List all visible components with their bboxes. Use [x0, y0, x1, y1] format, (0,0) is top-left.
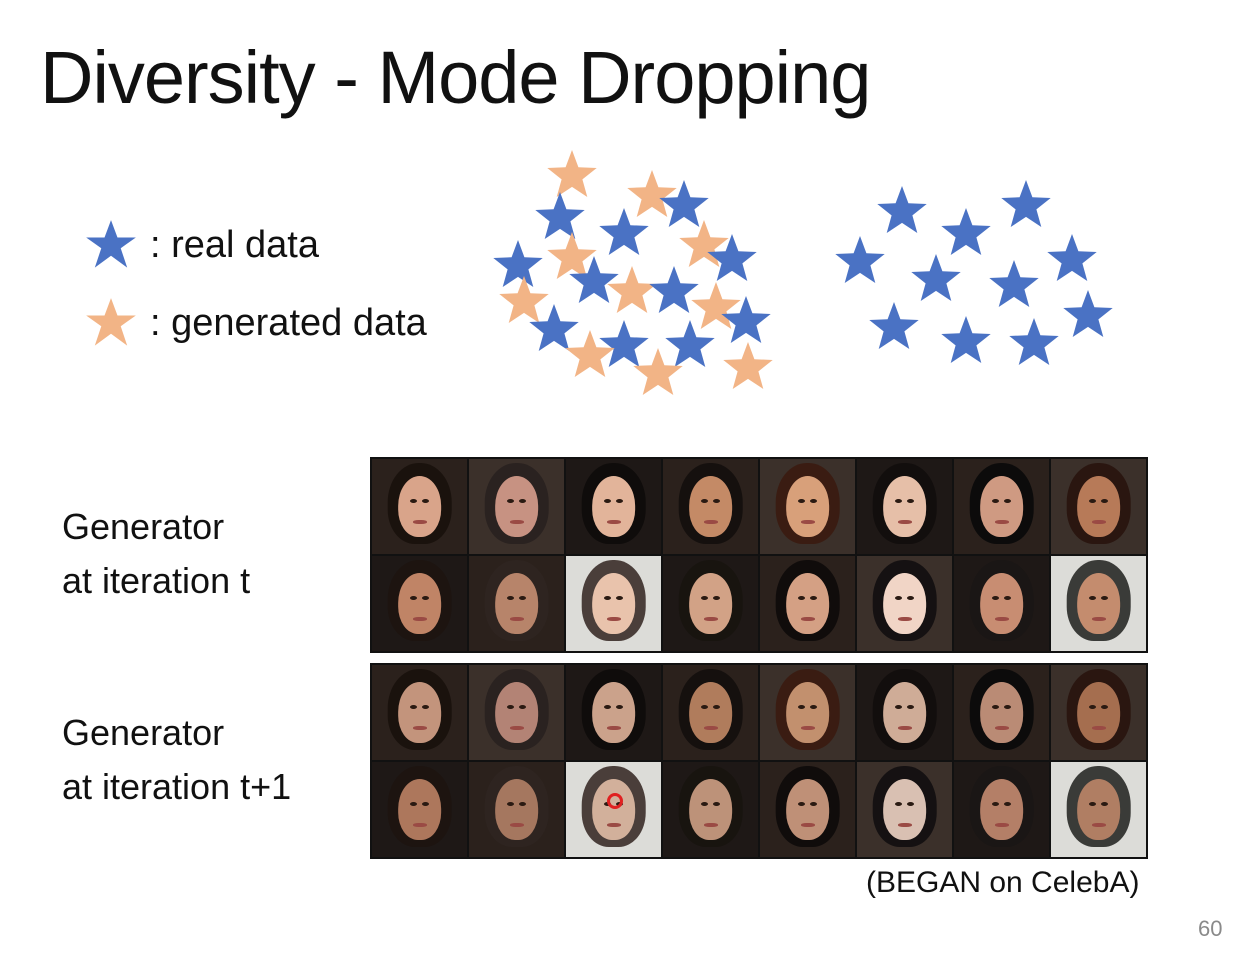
generator-t-line1: Generator [62, 506, 225, 547]
generated-star-icon [633, 348, 683, 395]
real-star-icon [877, 186, 927, 233]
legend-real: : real data [84, 218, 319, 272]
face-thumbnail [760, 459, 855, 554]
real-star-icon [1063, 290, 1113, 337]
highlight-circle-icon [606, 793, 623, 810]
legend-real-label: : real data [150, 223, 319, 266]
real-star-icon [569, 256, 619, 303]
caption: (BEGAN on CelebA) [866, 866, 1140, 899]
face-thumbnail [760, 762, 855, 857]
generator-t1-line1: Generator [62, 712, 225, 753]
face-thumbnail [566, 556, 661, 651]
generator-t1-line2: at iteration t+1 [62, 766, 292, 807]
real-star-icon [989, 260, 1039, 307]
real-star-icon [911, 254, 961, 301]
real-star-cluster [835, 180, 1113, 365]
face-thumbnail [372, 459, 467, 554]
generated-star-icon [691, 282, 741, 329]
blue-star-icon [86, 220, 136, 268]
face-grid-iteration-t [370, 457, 1148, 653]
generated-star-icon [607, 266, 657, 313]
slide-title: Diversity - Mode Dropping [40, 36, 871, 119]
face-thumbnail [372, 556, 467, 651]
face-thumbnail [663, 762, 758, 857]
face-thumbnail [760, 556, 855, 651]
face-thumbnail [663, 459, 758, 554]
real-star-icon [493, 240, 543, 287]
generated-star-icon [547, 232, 597, 279]
real-star-icon [535, 192, 585, 239]
face-thumbnail [566, 665, 661, 760]
face-thumbnail [469, 459, 564, 554]
page-number: 60 [1198, 916, 1223, 941]
real-star-icon [941, 316, 991, 363]
real-star-icon [659, 180, 709, 227]
real-star-icon [1047, 234, 1097, 281]
real-star-icon [869, 302, 919, 349]
face-thumbnail [372, 762, 467, 857]
face-thumbnail [1051, 556, 1146, 651]
generator-t-line2: at iteration t [62, 560, 251, 601]
face-thumbnail [566, 762, 661, 857]
face-thumbnail [857, 665, 952, 760]
real-star-icon [721, 296, 771, 343]
face-thumbnail [954, 665, 1049, 760]
real-star-icon [599, 320, 649, 367]
face-thumbnail [954, 459, 1049, 554]
generator-t-label: Generator at iteration t [62, 500, 250, 608]
generated-star-icon [547, 150, 597, 197]
face-thumbnail [372, 665, 467, 760]
face-thumbnail [469, 556, 564, 651]
real-star-icon [941, 208, 991, 255]
face-grid-iteration-t1 [370, 663, 1148, 859]
face-thumbnail [1051, 762, 1146, 857]
generated-star-icon [723, 342, 773, 389]
face-thumbnail [663, 556, 758, 651]
face-thumbnail [566, 459, 661, 554]
real-star-icon [707, 234, 757, 281]
real-star-icon [665, 320, 715, 367]
face-thumbnail [857, 556, 952, 651]
real-star-icon [1001, 180, 1051, 227]
face-thumbnail [1051, 459, 1146, 554]
real-star-icon [529, 304, 579, 351]
mixed-star-cluster [493, 150, 773, 395]
legend-generated-label: : generated data [150, 301, 427, 344]
real-star-icon [649, 266, 699, 313]
face-thumbnail [954, 556, 1049, 651]
real-star-icon [599, 208, 649, 255]
generated-star-icon [499, 276, 549, 323]
orange-star-icon [86, 298, 136, 346]
face-thumbnail [469, 762, 564, 857]
generated-star-icon [627, 170, 677, 217]
real-star-icon [1009, 318, 1059, 365]
face-thumbnail [857, 459, 952, 554]
generator-t1-label: Generator at iteration t+1 [62, 706, 291, 814]
face-thumbnail [1051, 665, 1146, 760]
face-thumbnail [857, 762, 952, 857]
face-thumbnail [663, 665, 758, 760]
generated-star-icon [565, 330, 615, 377]
real-star-icon [835, 236, 885, 283]
face-thumbnail [954, 762, 1049, 857]
face-thumbnail [760, 665, 855, 760]
face-thumbnail [469, 665, 564, 760]
legend-generated: : generated data [84, 296, 427, 350]
generated-star-icon [679, 220, 729, 267]
